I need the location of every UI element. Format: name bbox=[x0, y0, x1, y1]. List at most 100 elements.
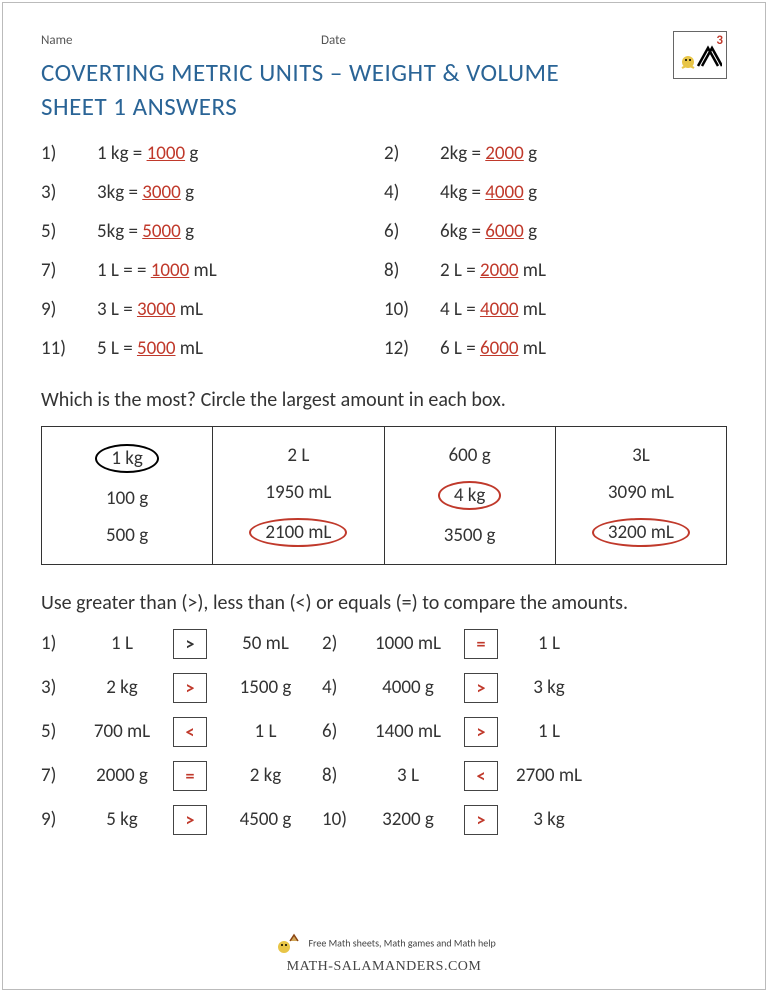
compare-left: 1400 mL bbox=[358, 720, 458, 743]
item-expression: 6kg = 6000 g bbox=[440, 220, 537, 243]
item-number: 5) bbox=[41, 220, 97, 243]
compare-operator: = bbox=[173, 761, 207, 791]
name-label: Name bbox=[41, 33, 321, 48]
compare-number: 8) bbox=[322, 764, 354, 787]
item-number: 7) bbox=[41, 259, 97, 282]
box-value: 100 g bbox=[46, 480, 208, 517]
conversion-item: 9)3 L = 3000 mL bbox=[41, 298, 384, 321]
compare-number: 2) bbox=[322, 632, 354, 655]
compare-right: 1500 g bbox=[213, 676, 318, 699]
worksheet-page: Name Date 3 COVERTING METRIC UNITS – WEI… bbox=[2, 2, 766, 990]
item-number: 12) bbox=[384, 337, 440, 360]
compare-left: 3200 g bbox=[358, 808, 458, 831]
compare-number: 1) bbox=[41, 632, 73, 655]
item-number: 8) bbox=[384, 259, 440, 282]
compare-number: 4) bbox=[322, 676, 354, 699]
item-expression: 4kg = 4000 g bbox=[440, 181, 537, 204]
conversion-item: 2)2kg = 2000 g bbox=[384, 142, 727, 165]
footer-site: MATH-SALAMANDERS.COM bbox=[287, 959, 482, 974]
answer-value: 5000 bbox=[137, 337, 176, 360]
box-value: 1 kg bbox=[46, 437, 208, 480]
compare-right: 50 mL bbox=[213, 632, 318, 655]
answer-value: 2000 bbox=[480, 259, 519, 282]
item-expression: 2 L = 2000 mL bbox=[440, 259, 546, 282]
circled-answer: 4 kg bbox=[438, 481, 502, 510]
answer-value: 1000 bbox=[147, 142, 186, 165]
box-value: 2 L bbox=[217, 437, 379, 474]
compare-operator: > bbox=[464, 673, 498, 703]
conversion-item: 4)4kg = 4000 g bbox=[384, 181, 727, 204]
answer-value: 6000 bbox=[480, 337, 519, 360]
item-expression: 3 L = 3000 mL bbox=[97, 298, 203, 321]
item-expression: 4 L = 4000 mL bbox=[440, 298, 546, 321]
item-number: 2) bbox=[384, 142, 440, 165]
compare-right: 2 kg bbox=[213, 764, 318, 787]
compare-number: 6) bbox=[322, 720, 354, 743]
compare-number: 9) bbox=[41, 808, 73, 831]
compare-right: 3 kg bbox=[504, 676, 594, 699]
circled-answer: 3200 mL bbox=[592, 518, 690, 547]
compare-operator: > bbox=[464, 717, 498, 747]
compare-left: 1000 mL bbox=[358, 632, 458, 655]
compare-grid: 1)1 L>50 mL2)1000 mL=1 L3)2 kg>1500 g4)4… bbox=[41, 629, 727, 835]
conversion-item: 11)5 L = 5000 mL bbox=[41, 337, 384, 360]
page-footer: Free Math sheets, Math games and Math he… bbox=[3, 929, 765, 975]
box-cell: 2 L1950 mL2100 mL bbox=[213, 426, 384, 564]
item-number: 4) bbox=[384, 181, 440, 204]
grade-number: 3 bbox=[716, 33, 723, 48]
answer-value: 1000 bbox=[151, 259, 190, 282]
compare-number: 3) bbox=[41, 676, 73, 699]
item-number: 10) bbox=[384, 298, 440, 321]
item-number: 9) bbox=[41, 298, 97, 321]
salamander-logo-icon bbox=[678, 36, 722, 74]
item-expression: 6 L = 6000 mL bbox=[440, 337, 546, 360]
item-expression: 5 L = 5000 mL bbox=[97, 337, 203, 360]
compare-right: 1 L bbox=[504, 632, 594, 655]
conversion-item: 10)4 L = 4000 mL bbox=[384, 298, 727, 321]
compare-number: 10) bbox=[322, 808, 354, 831]
conversions-grid: 1)1 kg = 1000 g 2)2kg = 2000 g 3)3kg = 300… bbox=[41, 142, 727, 360]
item-number: 6) bbox=[384, 220, 440, 243]
footer-tagline: Free Math sheets, Math games and Math he… bbox=[308, 936, 495, 949]
compare-operator: = bbox=[464, 629, 498, 659]
largest-amount-table: 1 kg100 g500 g2 L1950 mL2100 mL600 g4 kg… bbox=[41, 426, 727, 565]
top-labels: Name Date bbox=[41, 33, 727, 48]
compare-right: 4500 g bbox=[213, 808, 318, 831]
compare-right: 2700 mL bbox=[504, 764, 594, 787]
compare-operator: < bbox=[173, 717, 207, 747]
item-expression: 3kg = 3000 g bbox=[97, 181, 194, 204]
conversion-item: 6)6kg = 6000 g bbox=[384, 220, 727, 243]
worksheet-title: COVERTING METRIC UNITS – WEIGHT & VOLUME… bbox=[41, 56, 621, 124]
compare-number: 7) bbox=[41, 764, 73, 787]
answer-value: 3000 bbox=[137, 298, 176, 321]
instruction-compare: Use greater than (>), less than (<) or e… bbox=[41, 591, 727, 615]
box-value: 2100 mL bbox=[217, 511, 379, 554]
compare-left: 2000 g bbox=[77, 764, 167, 787]
answer-value: 3000 bbox=[142, 181, 181, 204]
compare-operator: < bbox=[464, 761, 498, 791]
box-value: 500 g bbox=[46, 517, 208, 554]
answer-value: 4000 bbox=[480, 298, 519, 321]
box-value: 3L bbox=[560, 437, 722, 474]
circled-answer: 1 kg bbox=[95, 444, 159, 473]
compare-left: 2 kg bbox=[77, 676, 167, 699]
item-expression: 2kg = 2000 g bbox=[440, 142, 537, 165]
box-cell: 600 g4 kg3500 g bbox=[384, 426, 555, 564]
footer-salamander-icon bbox=[272, 929, 306, 959]
instruction-most: Which is the most? Circle the largest am… bbox=[41, 388, 727, 412]
item-expression: 1 kg = 1000 g bbox=[97, 142, 198, 165]
compare-left: 4000 g bbox=[358, 676, 458, 699]
box-value: 1950 mL bbox=[217, 474, 379, 511]
box-value: 3500 g bbox=[389, 517, 551, 554]
box-cell: 1 kg 100 g500 g bbox=[42, 426, 213, 564]
answer-value: 5000 bbox=[142, 220, 181, 243]
item-number: 3) bbox=[41, 181, 97, 204]
compare-left: 5 kg bbox=[77, 808, 167, 831]
item-number: 1) bbox=[41, 142, 97, 165]
compare-left: 1 L bbox=[77, 632, 167, 655]
compare-number: 5) bbox=[41, 720, 73, 743]
conversion-item: 5)5kg = 5000 g bbox=[41, 220, 384, 243]
conversion-item: 7)1 L = = 1000 mL bbox=[41, 259, 384, 282]
compare-right: 1 L bbox=[504, 720, 594, 743]
compare-left: 3 L bbox=[358, 764, 458, 787]
